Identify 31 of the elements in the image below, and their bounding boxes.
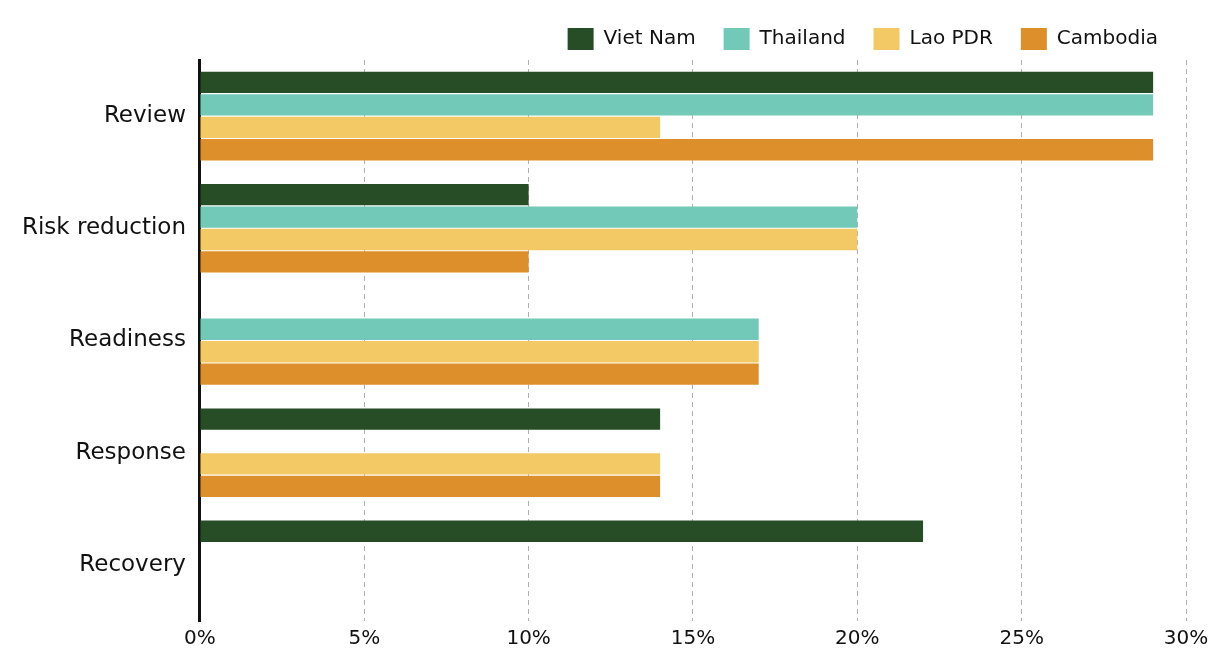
bar xyxy=(200,341,759,363)
bar xyxy=(200,94,1154,116)
bar xyxy=(200,228,858,251)
bar xyxy=(200,363,759,385)
legend-label: Lao PDR xyxy=(909,25,993,50)
y-tick-label: Risk reduction xyxy=(22,213,186,240)
legend-label: Thailand xyxy=(758,25,846,50)
bar xyxy=(200,251,529,273)
y-tick-label: Review xyxy=(103,101,186,128)
x-tick-label: 5% xyxy=(348,625,381,650)
legend-label: Cambodia xyxy=(1056,25,1159,50)
bar xyxy=(200,520,924,542)
legend-label: Viet Nam xyxy=(603,25,696,50)
x-tick-label: 20% xyxy=(835,625,880,650)
bar xyxy=(200,453,661,475)
y-tick-label: Response xyxy=(75,437,186,464)
bar xyxy=(200,139,1154,161)
x-tick-label: 10% xyxy=(506,625,551,650)
bar xyxy=(200,408,661,430)
x-tick-label: 25% xyxy=(999,625,1044,650)
bar xyxy=(200,183,529,206)
bar xyxy=(200,116,661,138)
y-tick-label: Recovery xyxy=(79,549,186,576)
x-tick-label: 15% xyxy=(670,625,716,650)
y-tick-label: Readiness xyxy=(69,325,186,352)
bar xyxy=(200,475,661,498)
x-tick-label: 0% xyxy=(184,625,216,650)
bar xyxy=(200,206,858,228)
x-tick-label: 30% xyxy=(1163,625,1209,650)
bar xyxy=(200,71,1154,94)
bar xyxy=(200,318,759,340)
